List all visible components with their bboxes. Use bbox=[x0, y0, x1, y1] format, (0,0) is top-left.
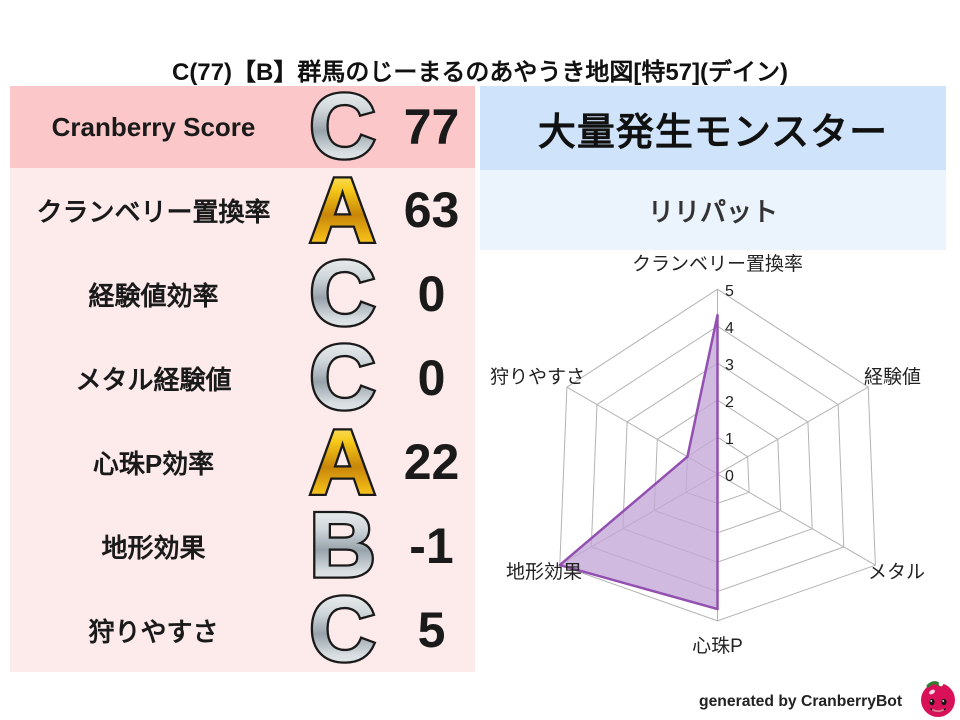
svg-text:地形効果: 地形効果 bbox=[506, 561, 582, 583]
svg-text:4: 4 bbox=[725, 320, 734, 337]
svg-text:狩りやすさ: 狩りやすさ bbox=[490, 366, 585, 388]
svg-text:2: 2 bbox=[725, 394, 734, 411]
svg-text:0: 0 bbox=[725, 468, 734, 485]
svg-text:メタル: メタル bbox=[868, 561, 925, 583]
svg-text:経験値: 経験値 bbox=[864, 366, 921, 388]
svg-text:3: 3 bbox=[725, 357, 734, 374]
svg-text:クランベリー置換率: クランベリー置換率 bbox=[632, 253, 803, 275]
svg-text:5: 5 bbox=[725, 283, 734, 300]
svg-text:1: 1 bbox=[725, 431, 734, 448]
svg-text:心珠P: 心珠P bbox=[692, 635, 743, 657]
svg-text:generated by CranberryBot: generated by CranberryBot bbox=[699, 693, 903, 710]
